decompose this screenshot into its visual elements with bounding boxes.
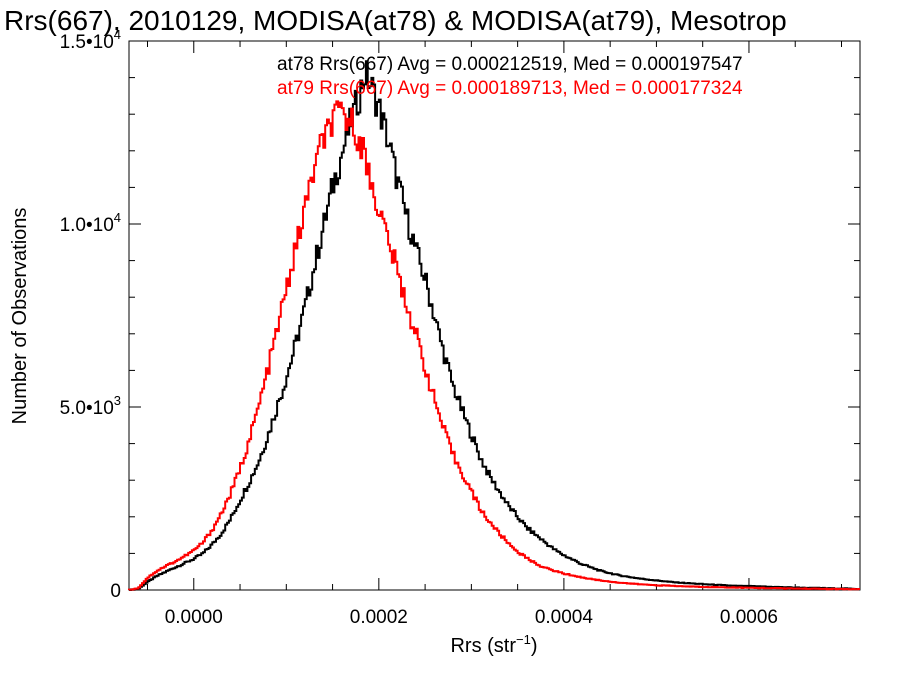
x-axis-label-closing: ) — [531, 635, 538, 657]
series-group — [128, 60, 860, 591]
x-tick-label: 0.0000 — [165, 607, 223, 628]
y-tick-label-exponent: 4 — [114, 27, 121, 42]
axis-ticks: 0.0000 0.0002 0.0004 0.000605.0•1031.0•1041… — [60, 27, 860, 628]
legend-at79: at79 Rrs(667) Avg = 0.000189713, Med = 0… — [277, 78, 743, 99]
y-tick-label: 1.5•104 — [60, 27, 121, 53]
legend-at78: at78 Rrs(667) Avg = 0.000212519, Med = 0… — [277, 54, 743, 75]
y-tick-label: 1.0•104 — [60, 210, 121, 236]
y-tick-label-mantissa: 1.5•10 — [60, 32, 114, 53]
x-tick-label: 0.0004 — [535, 607, 594, 628]
y-tick-label-mantissa: 0 — [110, 581, 121, 602]
series-at78-line — [129, 60, 860, 591]
x-axis-label-text: Rrs (str — [450, 635, 516, 657]
y-axis-label: Number of Observations — [9, 208, 31, 425]
x-tick-label: 0.0006 — [720, 607, 778, 628]
x-tick-label: 0.0002 — [350, 607, 408, 628]
chart-title: Rrs(667), 2010129, MODISA(at78) & MODISA… — [4, 5, 787, 36]
x-axis-label: Rrs (str−1) — [450, 632, 537, 657]
y-tick-label-exponent: 3 — [114, 393, 121, 408]
x-axis-label-unit-exponent: −1 — [516, 632, 531, 647]
plot-frame — [128, 40, 861, 591]
series-at79-line — [128, 100, 860, 591]
y-tick-label: 0 — [110, 581, 121, 602]
y-tick-label-exponent: 4 — [114, 210, 121, 225]
y-tick-label-mantissa: 5.0•10 — [60, 398, 114, 419]
y-tick-label: 5.0•103 — [60, 393, 121, 419]
y-tick-label-mantissa: 1.0•10 — [60, 215, 114, 236]
